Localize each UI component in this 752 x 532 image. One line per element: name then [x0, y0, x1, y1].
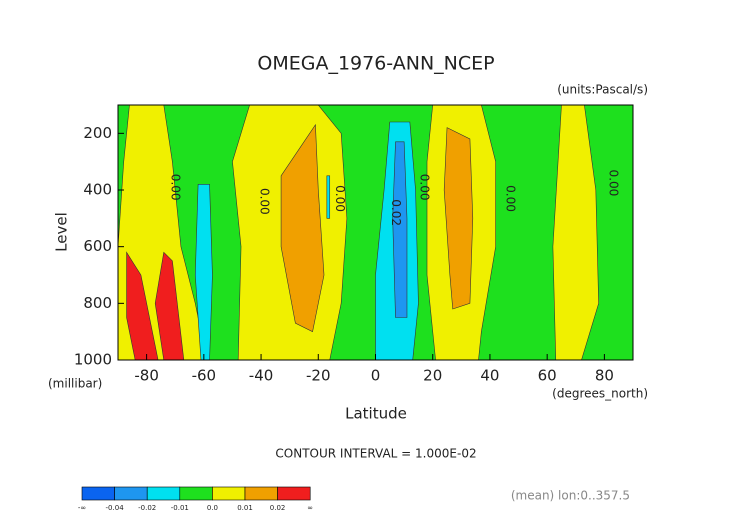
- contour-interval: CONTOUR INTERVAL = 1.000E-02: [275, 447, 476, 461]
- y-tick-label: 400: [83, 181, 112, 199]
- contour-region: [326, 175, 331, 219]
- y-units: (millibar): [48, 377, 102, 391]
- x-tick-label: -60: [192, 367, 217, 385]
- colorbar-swatch: [179, 486, 213, 501]
- plot-area: 0.00 0.00 0.00 0.02 0.00 0.00 0.00: [117, 104, 633, 361]
- y-tick-label: 1000: [74, 351, 112, 369]
- x-tick-label: -40: [249, 367, 274, 385]
- x-tick-label: 0: [371, 367, 381, 385]
- x-tick-label: 80: [595, 367, 614, 385]
- y-tick-label: 800: [83, 294, 112, 312]
- contour-label: 0.00: [418, 174, 432, 201]
- colorbar-swatch: [146, 486, 181, 501]
- contour-label: 0.00: [333, 185, 347, 212]
- colorbar-swatch: [212, 486, 246, 501]
- footnote: (mean) lon:0..357.5: [511, 489, 630, 503]
- colorbar-label: 0.01: [237, 504, 253, 512]
- units-label: (units:Pascal/s): [557, 83, 648, 97]
- chart-title: OMEGA_1976-ANN_NCEP: [257, 53, 494, 75]
- y-tick-label: 200: [83, 124, 112, 142]
- colorbar-swatch: [244, 486, 278, 501]
- contour-region: [552, 104, 599, 361]
- colorbar-label: -0.01: [171, 504, 189, 512]
- colorbar-label: 0.02: [270, 504, 286, 512]
- x-tick-label: 40: [480, 367, 499, 385]
- y-axis-label: Level: [53, 212, 71, 252]
- contour-label: 0.00: [257, 188, 271, 215]
- colorbar-label: -0.04: [106, 504, 125, 512]
- x-tick-label: -80: [134, 367, 159, 385]
- y-tick-label: 600: [83, 237, 112, 255]
- x-units: (degrees_north): [552, 387, 648, 401]
- x-tick-label: 20: [423, 367, 442, 385]
- contour-region: [443, 127, 474, 310]
- contour-label: 0.00: [606, 170, 620, 197]
- x-tick-label: -20: [306, 367, 331, 385]
- colorbar-label: ∞: [307, 504, 313, 512]
- x-axis-label: Latitude: [345, 405, 407, 423]
- contour-region: [280, 123, 325, 333]
- contour-label: 0.02: [389, 199, 403, 226]
- colorbar-swatch: [277, 486, 311, 501]
- colorbar-label: -∞: [78, 504, 86, 512]
- contour-label: 0.00: [169, 174, 183, 201]
- x-tick-label: 60: [538, 367, 557, 385]
- colorbar-label: -0.02: [138, 504, 156, 512]
- colorbar-swatch: [114, 486, 148, 501]
- contour-region: [392, 141, 408, 318]
- colorbar-label: 0.0: [207, 504, 218, 512]
- colorbar-swatch: [81, 486, 115, 501]
- contour-label: 0.00: [503, 185, 517, 212]
